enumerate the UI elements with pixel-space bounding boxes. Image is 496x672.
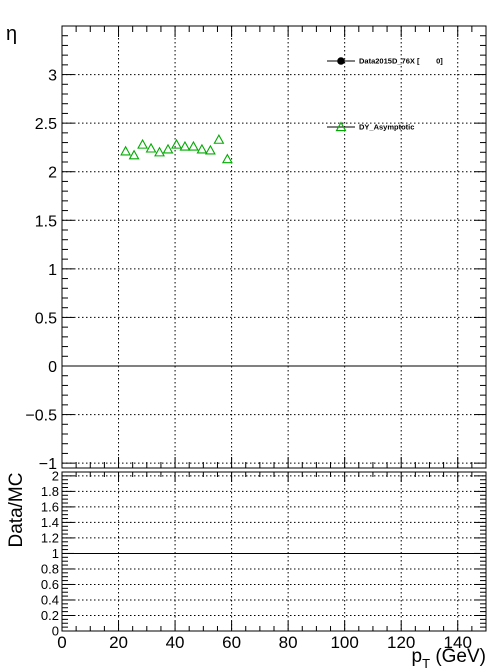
y-tick-label: 1.5 (35, 213, 57, 230)
dy-data-point (196, 143, 208, 154)
ratio-y-tick-label: 1.4 (41, 515, 59, 530)
ratio-y-tick-label: 0 (52, 624, 59, 639)
x-axis-title: pT (GeV) (412, 646, 486, 671)
y-axis-title: η (6, 23, 17, 45)
ratio-y-tick-label: 0.4 (41, 592, 59, 607)
dy-data-point (154, 146, 165, 157)
dy-data-point (221, 153, 233, 164)
y-tick-label: 0 (48, 359, 57, 376)
x-tick-label: 140 (444, 633, 472, 652)
main-frame (61, 25, 487, 469)
dy-data-point (171, 138, 182, 149)
y-tick-label: 2 (48, 165, 57, 182)
dy-data-point (120, 145, 132, 156)
y-tick-label: 3 (48, 68, 57, 85)
x-tick-label: 80 (279, 633, 298, 652)
ratio-y-tick-label: 1.8 (41, 484, 59, 499)
y-tick-label: 0.5 (35, 310, 57, 327)
x-tick-label: 100 (330, 633, 358, 652)
ratio-frame (61, 471, 487, 632)
dy-data-point (188, 140, 199, 151)
ratio-y-tick-label: 1 (52, 546, 59, 561)
dy-data-point (128, 149, 140, 160)
x-tick-label: 20 (109, 633, 128, 652)
y-tick-label: 2.5 (35, 116, 57, 133)
ratio-y-tick-label: 1.2 (41, 530, 59, 545)
dy-data-point (213, 134, 225, 144)
x-tick-label: 60 (222, 633, 241, 652)
dy-data-point (179, 140, 191, 151)
y-tick-label: −1 (39, 456, 57, 473)
dy-data-point (145, 142, 157, 153)
ratio-panel: 00.20.40.60.811.21.41.61.820 20 40 60 80 100 1… (6, 468, 487, 671)
dy-data-point (204, 144, 216, 155)
main-panel: −1 −0.5 0 0.5 1 1.5 2 2.5 3 η Data2015D_76X [ 0] DY… (6, 23, 487, 473)
dy-data-point (162, 143, 174, 154)
ratio-y-tick-label: 1.6 (41, 499, 59, 514)
ratio-y-tick-label: 0.2 (41, 608, 59, 623)
legend-dy-label: DY_Asymptotic (359, 123, 414, 132)
ratio-y-tick-label: 0.6 (41, 577, 59, 592)
ratio-y-tick-label: 0.8 (41, 561, 59, 576)
dy-data-point (137, 138, 148, 149)
x-tick-label: 120 (387, 633, 415, 652)
legend: Data2015D_76X [ 0] DY_Asymptotic (327, 57, 443, 132)
x-tick-label: 0 (57, 633, 66, 652)
y-tick-label: −0.5 (25, 408, 57, 425)
x-tick-label: 40 (166, 633, 185, 652)
ratio-y-axis-title: Data/MC (6, 473, 27, 548)
legend-dy-marker (335, 121, 347, 132)
y-tick-label: 1 (48, 262, 57, 279)
legend-data-label: Data2015D_76X [ 0] (359, 57, 443, 66)
ratio-y-tick-label: 2 (52, 468, 59, 483)
legend-data-marker (337, 57, 345, 65)
